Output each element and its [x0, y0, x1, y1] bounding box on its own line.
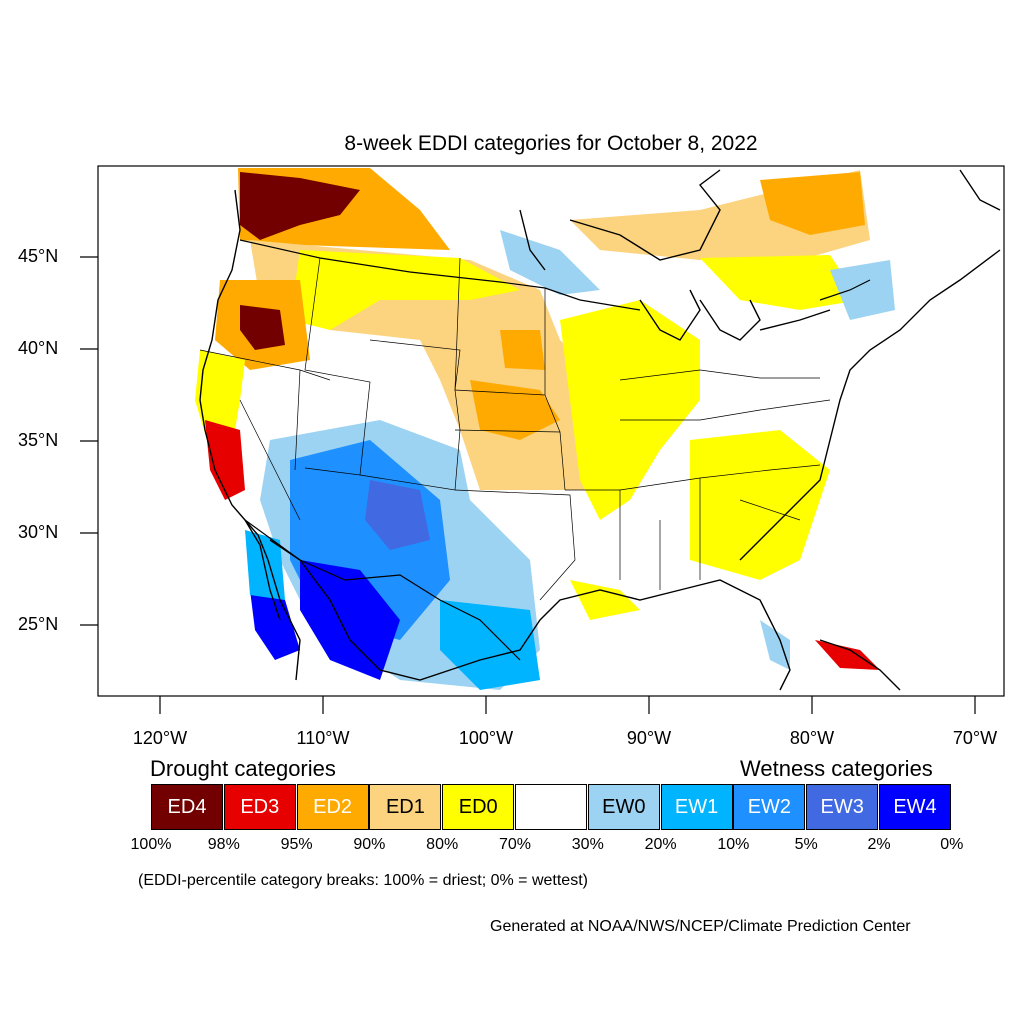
category-note: (EDDI-percentile category breaks: 100% =… — [138, 872, 588, 889]
legend-break-label: 20% — [644, 836, 677, 853]
legend-break-label: 70% — [498, 836, 532, 853]
wetness-region-great-lakes-light — [500, 230, 600, 295]
drought-region-gulf-yellow — [570, 580, 640, 620]
legend-swatch-ew2: EW2 — [733, 784, 806, 830]
lat-label-45: 45°N — [18, 246, 59, 266]
lat-label-25: 25°N — [18, 614, 59, 634]
legend-swatch-ew0: EW0 — [587, 784, 660, 830]
wetness-region-mexico-ew4 — [300, 560, 400, 680]
legend-break-label: 95% — [280, 836, 313, 853]
drought-region-northwest-severe — [240, 172, 360, 240]
legend-swatch-ew3: EW3 — [806, 784, 879, 830]
map-field — [195, 168, 1001, 691]
legend-swatch-ed3: ED3 — [223, 784, 296, 830]
legend-swatch-ed1: ED1 — [369, 784, 442, 830]
coastlines — [199, 169, 1001, 691]
legend-swatch-ew4: EW4 — [879, 784, 951, 830]
legend-break-label: 90% — [353, 836, 386, 853]
wetness-region-northeast-light — [830, 260, 895, 320]
legend-swatch-ed4: ED4 — [151, 784, 223, 830]
legend-break-label: 10% — [717, 836, 750, 853]
legend-swatch-ed2: ED2 — [296, 784, 369, 830]
drought-region-ohio-valley-yellow — [560, 300, 700, 520]
legend-break-label: 0% — [940, 836, 964, 853]
drought-region-california — [205, 420, 245, 500]
wetness-region-southwest-ew3 — [365, 480, 430, 550]
wetness-heading: Wetness categories — [740, 756, 933, 781]
legend-break-label: 5% — [794, 836, 818, 853]
state-lines — [199, 257, 831, 601]
drought-region-oregon-severe — [240, 305, 285, 350]
legend-break-label: 100% — [130, 836, 172, 853]
drought-heading: Drought categories — [150, 756, 336, 781]
wetness-region-baja-ew4 — [250, 590, 300, 660]
legend-break-label: 98% — [207, 836, 240, 853]
lon-label-100: 100°W — [458, 728, 514, 748]
drought-region-canada-east-orange — [760, 172, 865, 235]
legend-break-label: 30% — [571, 836, 604, 853]
wetness-region-florida-ew0 — [760, 620, 790, 670]
legend-break-label: 2% — [867, 836, 891, 853]
drought-region-canada-east-yellow — [700, 255, 860, 310]
legend-swatch-ew1: EW1 — [660, 784, 733, 830]
credit-text: Generated at NOAA/NWS/NCEP/Climate Predi… — [490, 918, 911, 935]
lon-label-70: 70°W — [952, 728, 998, 748]
lat-label-35: 35°N — [18, 430, 59, 450]
lon-label-110: 110°W — [296, 728, 350, 748]
axis-ticks — [80, 256, 976, 714]
map-title: 8-week EDDI categories for October 8, 20… — [344, 132, 758, 155]
drought-region-plains-yellow — [290, 250, 520, 330]
legend-swatch-ed0: ED0 — [442, 784, 515, 830]
legend-break-label: 80% — [426, 836, 459, 853]
drought-region-dakota-orange — [500, 330, 545, 370]
drought-region-plains-orange — [470, 380, 560, 440]
lon-label-90: 90°W — [626, 728, 672, 748]
lon-label-120: 120°W — [132, 728, 188, 748]
wetness-region-texas-coast-ew1 — [440, 600, 540, 690]
lat-label-40: 40°N — [18, 338, 59, 358]
legend-swatch-normal — [515, 784, 587, 830]
map-frame — [97, 165, 1005, 697]
lon-label-80: 80°W — [789, 728, 835, 748]
drought-region-southeast-yellow — [690, 430, 830, 580]
lat-label-30: 30°N — [18, 522, 59, 542]
drought-region-cuba — [815, 640, 880, 670]
